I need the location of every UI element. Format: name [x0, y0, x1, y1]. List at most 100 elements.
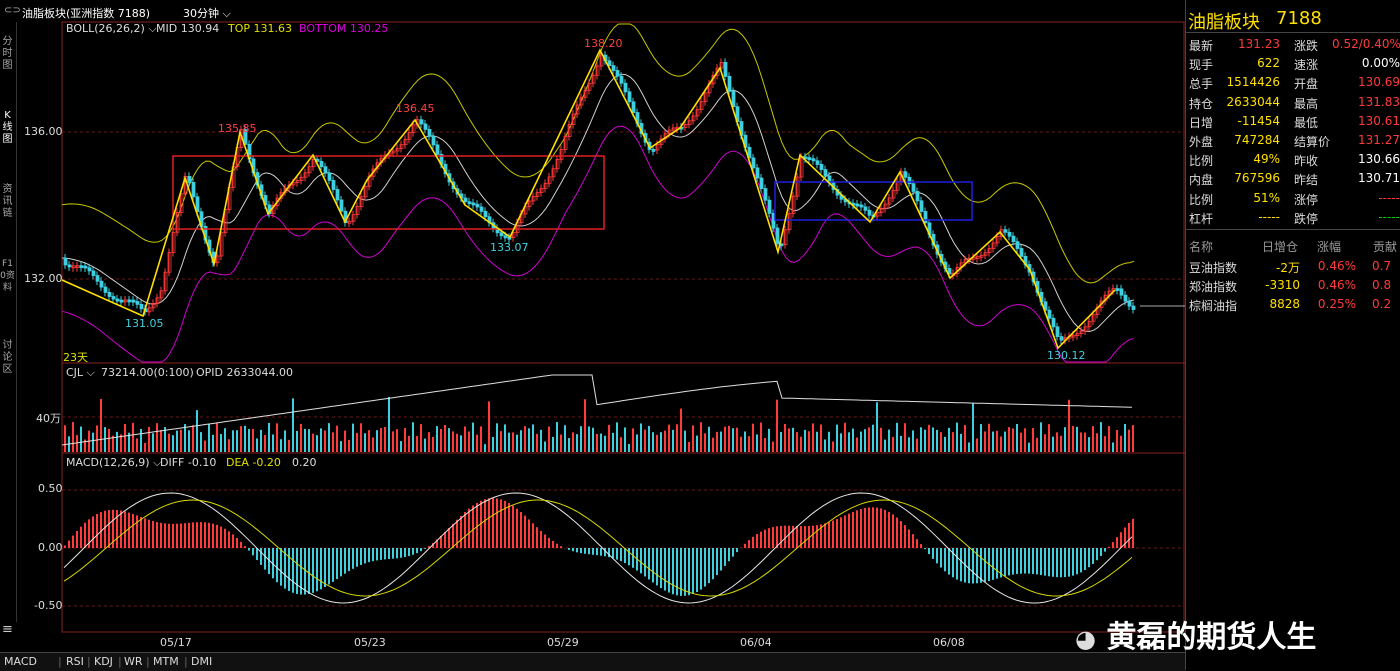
volume-bar: [1076, 427, 1078, 452]
macd-indicator[interactable]: MACD(12,26,9) ⌵: [66, 456, 161, 470]
macd-bar: [708, 548, 710, 583]
quote-label: 速涨: [1294, 56, 1318, 73]
candle: [912, 184, 915, 192]
candle: [1048, 310, 1051, 318]
volume-bar: [144, 443, 146, 452]
volume-bar: [528, 428, 530, 452]
volume-bar: [232, 430, 234, 452]
macd-bar: [116, 510, 118, 548]
macd-diff-value: DIFF -0.10: [160, 456, 216, 469]
tab-kdj[interactable]: KDJ: [94, 655, 113, 668]
macd-bar: [840, 517, 842, 548]
candle: [724, 62, 727, 76]
volume-bar: [560, 435, 562, 452]
macd-bar: [1036, 548, 1038, 574]
table-header-name: 名称: [1189, 238, 1213, 255]
macd-bar: [992, 548, 994, 580]
volume-bar: [160, 430, 162, 452]
volume-bar: [412, 422, 414, 452]
volume-bar: [1084, 432, 1086, 452]
volume-bar: [340, 441, 342, 452]
volume-bar: [116, 432, 118, 452]
tab-dmi[interactable]: DMI: [191, 655, 212, 668]
volume-bar: [1000, 436, 1002, 452]
macd-bar: [804, 526, 806, 548]
macd-bar: [124, 511, 126, 548]
macd-bar: [628, 548, 630, 565]
macd-bar: [452, 524, 454, 548]
volume-bar: [156, 423, 158, 452]
tab-discussion[interactable]: 讨论区: [0, 340, 15, 376]
quote-label: 内盘: [1189, 171, 1213, 188]
volume-bar: [992, 432, 994, 452]
volume-bar: [796, 432, 798, 452]
tab-kline[interactable]: K线图: [0, 110, 15, 146]
volume-bar: [600, 434, 602, 452]
candle: [612, 66, 615, 71]
tab-wr[interactable]: WR: [124, 655, 143, 668]
volume-bar: [604, 436, 606, 452]
macd-bar: [780, 526, 782, 548]
macd-bar: [316, 548, 318, 591]
boll-indicator[interactable]: BOLL(26,26,2) ⌵: [66, 22, 157, 36]
volume-bar: [168, 434, 170, 452]
macd-bar: [260, 548, 262, 565]
macd-bar: [752, 537, 754, 548]
tab-rsi[interactable]: RSI: [66, 655, 84, 668]
macd-bar: [476, 503, 478, 548]
macd-bar: [188, 523, 190, 548]
candle: [420, 120, 423, 124]
tab-f10[interactable]: F10资料: [0, 258, 15, 294]
macd-bar: [844, 515, 846, 548]
macd-bar: [192, 522, 194, 548]
candle: [484, 211, 487, 216]
link-icon[interactable]: ⊂⊃: [4, 5, 21, 16]
table-cell-change: 0.25%: [1310, 297, 1356, 311]
candle: [340, 200, 343, 211]
macd-bar: [824, 523, 826, 548]
tab-news[interactable]: 资讯链: [0, 184, 15, 220]
macd-bar: [1060, 548, 1062, 577]
volume-bar: [752, 424, 754, 452]
macd-bar: [120, 511, 122, 548]
volume-bar: [504, 424, 506, 452]
quote-label: 最新: [1189, 37, 1213, 54]
volume-bar: [1112, 442, 1114, 452]
macd-bar: [392, 548, 394, 559]
chart-canvas[interactable]: [0, 0, 1185, 652]
volume-bar: [300, 424, 302, 452]
volume-bar: [320, 428, 322, 452]
macd-bar: [132, 514, 134, 548]
volume-bar: [548, 427, 550, 452]
menu-icon[interactable]: ≡: [0, 624, 15, 636]
macd-bar: [496, 498, 498, 548]
volume-bar: [520, 430, 522, 452]
table-cell-position: -2万: [1256, 259, 1300, 276]
macd-bar: [696, 548, 698, 592]
candle: [768, 200, 771, 213]
volume-bar: [768, 429, 770, 452]
volume-bar: [336, 426, 338, 452]
divider: [1186, 32, 1400, 33]
volume-bar: [1108, 426, 1110, 452]
tab-timeshare[interactable]: 分时图: [0, 36, 15, 72]
macd-bar: [760, 532, 762, 548]
candle: [1124, 295, 1127, 301]
tab-mtm[interactable]: MTM: [153, 655, 179, 668]
volume-bar: [712, 438, 714, 452]
macd-bar: [84, 523, 86, 548]
macd-bar: [592, 548, 594, 555]
macd-bar: [1072, 548, 1074, 576]
candle: [136, 301, 139, 304]
volume-bar: [512, 432, 514, 452]
volume-bar: [1120, 436, 1122, 452]
period-selector[interactable]: 30分钟 ⌵: [183, 5, 231, 21]
volume-bar: [896, 423, 898, 452]
tab-macd[interactable]: MACD: [4, 655, 37, 668]
price-label-136: 136.00: [24, 125, 63, 138]
volume-indicator[interactable]: CJL ⌵: [66, 366, 95, 380]
